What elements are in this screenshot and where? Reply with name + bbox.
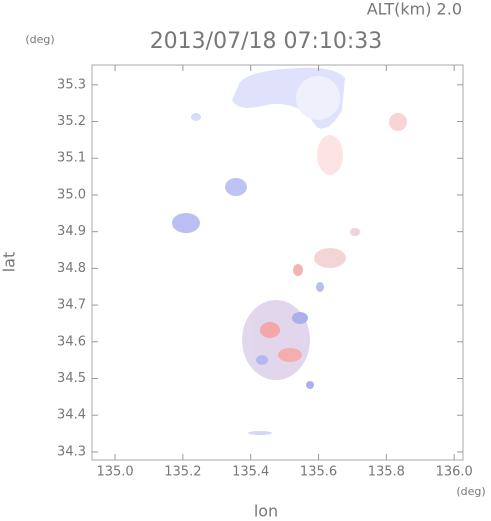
x-unit: (deg) xyxy=(456,485,485,498)
chart-title: 2013/07/18 07:10:33 xyxy=(150,29,383,54)
x-tick-label: 135.0 xyxy=(96,465,133,480)
x-tick-label: 135.2 xyxy=(164,465,201,480)
y-tick-label: 34.5 xyxy=(57,371,86,386)
x-tick-label: 135.4 xyxy=(232,465,269,480)
y-tick-label: 34.8 xyxy=(57,261,86,276)
x-tick-label: 136.0 xyxy=(436,465,473,480)
y-tick-label: 35.2 xyxy=(57,114,86,129)
y-tick-label: 34.9 xyxy=(57,224,86,239)
y-tick-label: 34.4 xyxy=(57,408,86,423)
y-tick-label: 35.0 xyxy=(57,187,86,202)
echo-field xyxy=(172,67,407,435)
y-tick-label: 35.1 xyxy=(57,151,86,166)
plot-frame xyxy=(91,64,464,461)
x-tick-label: 135.6 xyxy=(300,465,337,480)
y-tick-label: 35.3 xyxy=(57,77,86,92)
y-tick-label: 34.6 xyxy=(57,334,86,349)
y-axis-label: lat xyxy=(0,252,19,273)
altitude-label: ALT(km) 2.0 xyxy=(367,0,462,19)
x-tick-label: 135.8 xyxy=(368,465,405,480)
x-axis-label: lon xyxy=(254,502,278,521)
y-unit: (deg) xyxy=(25,33,54,46)
y-tick-label: 34.7 xyxy=(57,298,86,313)
y-tick-label: 34.3 xyxy=(57,444,86,459)
